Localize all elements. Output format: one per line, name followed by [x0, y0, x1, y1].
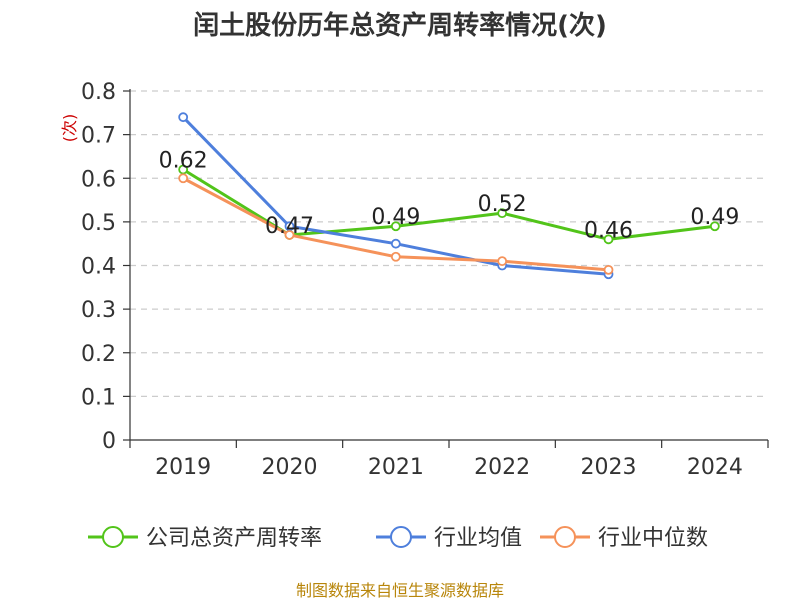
y-tick-label: 0.3: [81, 298, 116, 323]
x-tick-label: 2022: [474, 455, 530, 480]
data-point[interactable]: [709, 221, 720, 232]
y-tick-label: 0: [102, 429, 116, 454]
x-tick-label: 2020: [262, 455, 318, 480]
axes: 0 0.1 0.2 0.3 0.4 0.5 0.6 0.7 0.8 2019 2020 2021 202…: [81, 80, 769, 480]
legend-item[interactable]: 行业中位数: [540, 526, 708, 551]
data-point[interactable]: [390, 238, 401, 249]
x-tick-label: 2023: [581, 455, 637, 480]
data-point[interactable]: [603, 234, 614, 245]
data-label: 0.46: [584, 218, 633, 243]
legend-label: 公司总资产周转率: [146, 526, 322, 551]
legend-label: 行业均值: [434, 526, 522, 551]
data-point[interactable]: [178, 112, 189, 123]
data-point[interactable]: [284, 230, 295, 240]
data-point[interactable]: [603, 264, 614, 275]
y-tick-label: 0.1: [81, 385, 116, 410]
chart-title: 闰土股份历年总资产周转率情况(次): [193, 10, 607, 41]
x-tick-label: 2021: [368, 455, 424, 480]
y-axis-label: (次): [60, 114, 79, 143]
y-tick-label: 0.4: [81, 255, 116, 280]
x-tick-label: 2019: [155, 455, 211, 480]
y-tick-label: 0.7: [81, 124, 116, 149]
y-tick-label: 0.2: [81, 342, 116, 367]
legend-swatch-marker: [390, 526, 412, 548]
source-note: 制图数据来自恒生聚源数据库: [296, 581, 504, 600]
data-label: 0.52: [478, 192, 527, 217]
data-label: 0.62: [159, 149, 208, 174]
series-line: [182, 168, 716, 241]
data-point[interactable]: [497, 208, 508, 219]
data-point[interactable]: [178, 173, 189, 184]
grid-lines: [130, 90, 768, 397]
y-tick-label: 0.5: [81, 211, 116, 236]
legend-swatch-marker: [102, 526, 124, 548]
data-point[interactable]: [497, 256, 508, 267]
data-label: 0.49: [690, 205, 739, 230]
series-line: [182, 116, 609, 276]
legend-item[interactable]: 行业均值: [376, 526, 522, 551]
legend-item[interactable]: 公司总资产周转率: [88, 526, 322, 551]
legend[interactable]: 公司总资产周转率 行业均值 行业中位数: [88, 526, 708, 551]
data-label: 0.49: [371, 205, 420, 230]
data-point[interactable]: [390, 221, 401, 232]
series-lines: [178, 112, 720, 280]
x-tick-label: 2024: [687, 455, 743, 480]
y-tick-label: 0.6: [81, 167, 116, 192]
data-labels: 0.62 0.47 0.49 0.52 0.46 0.49: [159, 149, 740, 244]
data-point[interactable]: [390, 251, 401, 262]
legend-swatch-marker: [554, 526, 576, 548]
y-tick-label: 0.8: [81, 80, 116, 105]
data-label: 0.47: [265, 214, 314, 239]
legend-label: 行业中位数: [598, 526, 708, 551]
